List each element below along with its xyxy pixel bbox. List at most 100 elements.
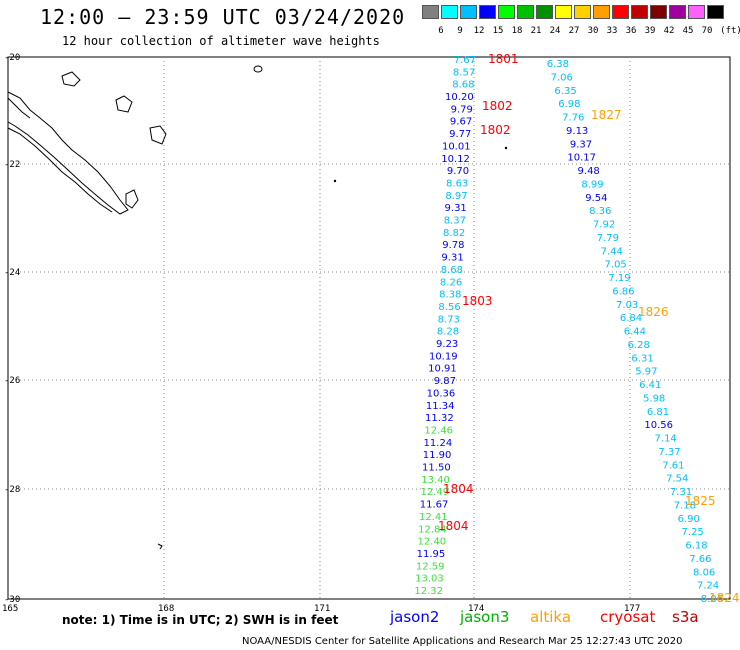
swh-value-track-a: 11.90 <box>423 450 452 461</box>
pass-time-label: 1824 <box>709 591 740 605</box>
scale-swatch <box>707 5 724 19</box>
swh-value-track-b: 6.38 <box>547 59 569 70</box>
swh-value-track-b: 7.92 <box>593 220 615 231</box>
latitude-label: -24 <box>4 268 20 278</box>
swh-value-track-a: 9.77 <box>449 129 471 140</box>
swh-value-track-b: 7.61 <box>662 460 684 471</box>
legend-altika: altika <box>530 608 572 626</box>
scale-label: 9 <box>457 26 463 36</box>
swh-value-track-b: 7.19 <box>608 273 630 284</box>
swh-value-track-b: 5.98 <box>643 393 665 404</box>
scale-swatch <box>441 5 458 19</box>
swh-value-track-a: 8.82 <box>443 228 465 239</box>
scale-swatch <box>479 5 496 19</box>
swh-value-track-b: 7.06 <box>551 72 573 83</box>
swh-value-track-a: 8.37 <box>444 216 466 227</box>
swh-value-track-a: 9.78 <box>442 240 464 251</box>
swh-value-track-a: 8.63 <box>446 179 468 190</box>
scale-swatch <box>517 5 534 19</box>
pass-time-label: 1802 <box>482 99 513 113</box>
scale-label: 39 <box>644 26 656 36</box>
swh-value-track-a: 8.38 <box>439 290 461 301</box>
scale-label: 15 <box>492 26 504 36</box>
swh-value-track-a: 9.67 <box>450 117 472 128</box>
island-lifou <box>115 95 133 113</box>
scale-swatch <box>650 5 667 19</box>
swh-value-track-a: 11.34 <box>426 401 455 412</box>
swh-value-track-b: 6.41 <box>639 380 661 391</box>
map-title: 12:00 – 23:59 UTC 03/24/2020 <box>40 5 406 29</box>
swh-value-track-a: 8.26 <box>440 277 462 288</box>
latitude-label: -20 <box>4 53 20 63</box>
coastline-inner <box>7 127 113 213</box>
swh-value-track-a: 8.57 <box>453 67 475 78</box>
scale-swatch <box>460 5 477 19</box>
swh-value-track-b: 6.31 <box>631 353 653 364</box>
swh-value-track-b: 6.18 <box>685 541 707 552</box>
longitude-label: 177 <box>624 604 640 614</box>
scale-label: 21 <box>530 26 542 36</box>
legend-cryosat: cryosat <box>600 608 656 626</box>
swh-value-track-a: 9.87 <box>434 376 456 387</box>
swh-value-track-b: 7.31 <box>670 487 692 498</box>
swh-value-track-a: 11.67 <box>420 500 449 511</box>
swh-value-track-b: 6.81 <box>647 407 669 418</box>
swh-value-track-b: 10.56 <box>644 420 673 431</box>
swh-value-track-b: 6.84 <box>620 313 642 324</box>
swh-value-track-b: 7.14 <box>655 434 677 445</box>
pass-time-label: 1804 <box>438 519 469 533</box>
island-hunter <box>157 543 163 550</box>
swh-value-track-b: 7.44 <box>601 246 623 257</box>
swh-value-track-a: 8.68 <box>441 265 463 276</box>
scale-label: 6 <box>438 26 444 36</box>
swh-value-track-b: 9.48 <box>578 166 600 177</box>
swh-value-track-a: 8.28 <box>437 327 459 338</box>
scale-label: 36 <box>625 26 637 36</box>
pass-time-label: 1826 <box>638 305 669 319</box>
scale-swatch <box>593 5 610 19</box>
map-frame <box>7 56 731 600</box>
scale-swatch <box>669 5 686 19</box>
swh-value-track-b: 7.24 <box>697 581 719 592</box>
scale-swatch <box>631 5 648 19</box>
swh-value-track-a: 8.97 <box>445 191 467 202</box>
legend-jason2: jason2 <box>390 608 440 626</box>
swh-value-track-a: 12.32 <box>414 586 443 597</box>
latitude-label: -28 <box>4 485 20 495</box>
swh-value-track-b: 6.28 <box>628 340 650 351</box>
pass-time-label: 1801 <box>488 52 519 66</box>
swh-value-track-b: 7.76 <box>562 113 584 124</box>
scale-swatch <box>422 5 439 19</box>
swh-value-track-a: 13.40 <box>421 475 450 486</box>
swh-value-track-b: 7.54 <box>666 474 688 485</box>
latitude-label: -26 <box>4 376 20 386</box>
longitude-label: 165 <box>2 604 18 614</box>
swh-value-track-b: 8.99 <box>581 179 603 190</box>
swh-value-track-a: 10.36 <box>427 388 456 399</box>
island-dot <box>333 179 337 183</box>
swh-value-track-b: 9.37 <box>570 139 592 150</box>
swh-value-track-a: 13.03 <box>415 574 444 585</box>
latitude-label: -30 <box>4 595 20 605</box>
swh-value-track-a: 10.19 <box>429 351 458 362</box>
pass-time-label: 1825 <box>685 494 716 508</box>
swh-value-track-a: 12.41 <box>419 512 448 523</box>
swh-value-track-a: 12.49 <box>420 487 449 498</box>
swh-value-track-b: 6.44 <box>624 327 646 338</box>
swh-value-track-a: 12.59 <box>416 561 445 572</box>
swh-value-track-a: 8.56 <box>438 302 460 313</box>
swh-value-track-a: 9.31 <box>441 253 463 264</box>
swh-value-track-b: 6.86 <box>612 286 634 297</box>
scale-swatch <box>555 5 572 19</box>
swh-value-track-a: 9.70 <box>447 166 469 177</box>
swh-value-track-a: 10.12 <box>441 154 470 165</box>
swh-value-track-b: 10.17 <box>567 153 596 164</box>
swh-value-track-a: 11.50 <box>422 463 451 474</box>
swh-value-track-b: 8.06 <box>693 567 715 578</box>
scale-label: 30 <box>587 26 599 36</box>
scale-unit: (ft) <box>720 26 740 36</box>
swh-value-track-a: 11.95 <box>417 549 446 560</box>
swh-value-track-a: 9.79 <box>451 104 473 115</box>
swh-value-track-a: 11.24 <box>424 438 453 449</box>
